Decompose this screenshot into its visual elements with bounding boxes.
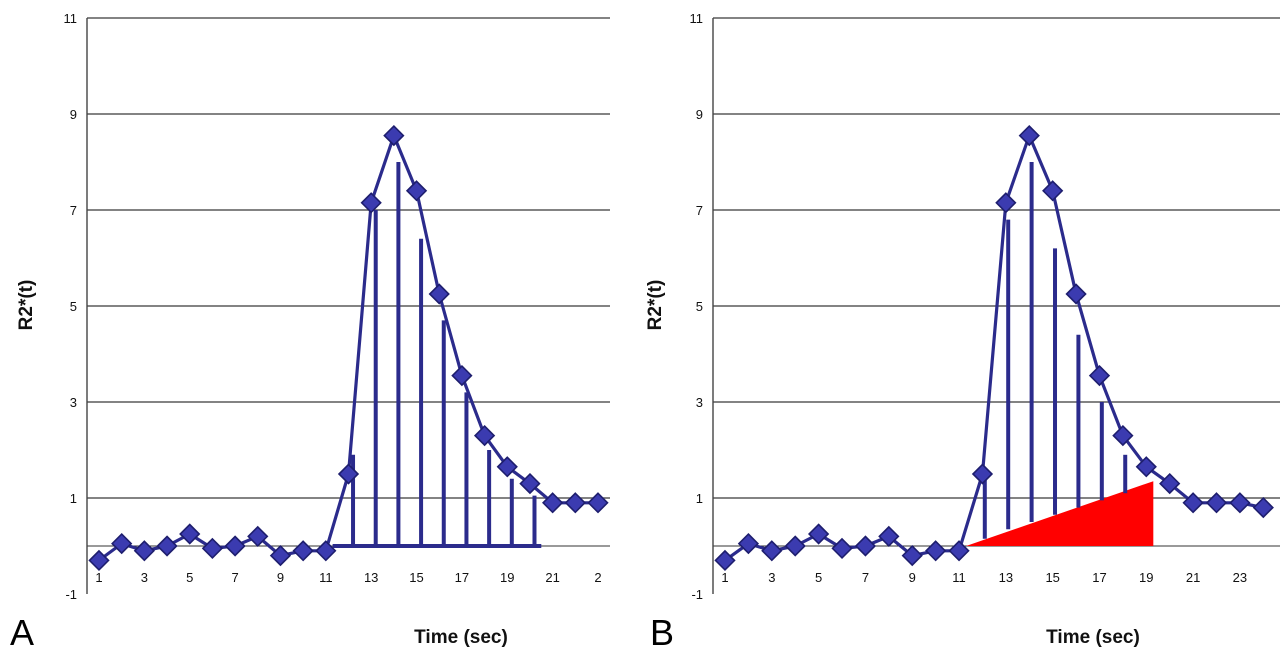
data-point [971, 463, 994, 485]
data-point [878, 525, 900, 548]
y-tick-label: 3 [70, 395, 77, 410]
x-tick-label: 23 [1233, 570, 1247, 585]
series-line [98, 134, 598, 562]
data-point [995, 192, 1017, 214]
panel-label: A [10, 612, 34, 653]
data-point [925, 540, 947, 562]
y-tick-label: 11 [690, 11, 704, 26]
x-tick-label: 13 [999, 570, 1013, 585]
data-point [292, 540, 314, 562]
data-point [564, 492, 586, 514]
data-point [337, 463, 360, 485]
data-point [1042, 180, 1064, 202]
data-point [901, 544, 923, 567]
data-point [1065, 283, 1087, 305]
x-tick-label: 19 [1139, 570, 1153, 585]
y-axis-title: R2*(t) [645, 280, 666, 331]
x-tick-label: 1 [95, 570, 102, 585]
y-tick-label: 5 [696, 299, 703, 314]
data-point [714, 549, 736, 572]
data-point [784, 535, 806, 557]
y-axis-title: R2*(t) [16, 280, 37, 331]
data-point [247, 525, 269, 548]
y-tick-label: 7 [70, 203, 77, 218]
y-tick-label: -1 [691, 587, 703, 602]
x-tick-label: 7 [231, 570, 238, 585]
data-point [224, 535, 246, 557]
data-point [88, 549, 110, 572]
x-tick-label: 9 [909, 570, 916, 585]
data-point [156, 535, 178, 557]
data-point [315, 540, 337, 562]
data-point [383, 124, 405, 147]
x-tick-label: 11 [952, 570, 966, 585]
x-tick-label: 5 [186, 570, 193, 585]
x-tick-label: 5 [815, 570, 822, 585]
x-tick-label: 1 [721, 570, 728, 585]
data-point [807, 523, 830, 545]
y-tick-label: 11 [64, 11, 78, 26]
series-line [724, 134, 1264, 562]
x-tick-label: 19 [500, 570, 514, 585]
data-point [451, 364, 473, 387]
x-tick-label: 13 [364, 570, 378, 585]
data-point [587, 492, 609, 514]
data-point [179, 523, 201, 545]
panel-label: B [650, 612, 674, 653]
data-point [473, 424, 496, 447]
data-point [1159, 472, 1181, 495]
data-point [428, 283, 450, 305]
x-axis-title: Time (sec) [414, 627, 508, 648]
y-tick-label: 7 [696, 203, 703, 218]
y-tick-label: -1 [65, 587, 77, 602]
data-point [737, 532, 760, 555]
y-tick-label: 9 [696, 107, 703, 122]
data-point [269, 544, 292, 567]
data-point [1252, 496, 1274, 519]
x-tick-label: 9 [277, 570, 284, 585]
data-point [405, 180, 428, 202]
data-point [1018, 124, 1040, 147]
data-point [1182, 492, 1204, 514]
data-point [519, 472, 541, 495]
data-point [1229, 492, 1251, 514]
x-tick-label: 2 [594, 570, 601, 585]
x-tick-label: 17 [1092, 570, 1106, 585]
x-tick-label: 15 [409, 570, 423, 585]
y-tick-label: 1 [696, 491, 703, 506]
data-point [854, 535, 877, 557]
data-point [1135, 456, 1157, 478]
y-tick-label: 3 [696, 395, 703, 410]
x-tick-label: 15 [1045, 570, 1059, 585]
x-tick-label: 17 [455, 570, 469, 585]
data-point [133, 540, 155, 562]
y-tick-label: 5 [70, 299, 77, 314]
data-point [111, 532, 133, 555]
data-point [948, 540, 970, 562]
data-point [201, 537, 224, 560]
x-axis-title: Time (sec) [1046, 627, 1140, 648]
x-tick-label: 21 [1186, 570, 1200, 585]
x-tick-label: 21 [545, 570, 559, 585]
data-point [360, 192, 382, 214]
x-tick-label: 3 [768, 570, 775, 585]
data-point [831, 537, 853, 560]
x-tick-label: 11 [319, 570, 333, 585]
x-tick-label: 3 [141, 570, 148, 585]
data-point [496, 456, 518, 478]
y-tick-label: 9 [70, 107, 77, 122]
x-tick-label: 7 [862, 570, 869, 585]
data-point [1205, 492, 1228, 514]
y-tick-label: 1 [70, 491, 77, 506]
data-point [1112, 424, 1134, 447]
data-point [761, 540, 783, 562]
data-point [1088, 364, 1111, 387]
data-point [542, 492, 564, 514]
leakage-triangle [966, 481, 1154, 546]
